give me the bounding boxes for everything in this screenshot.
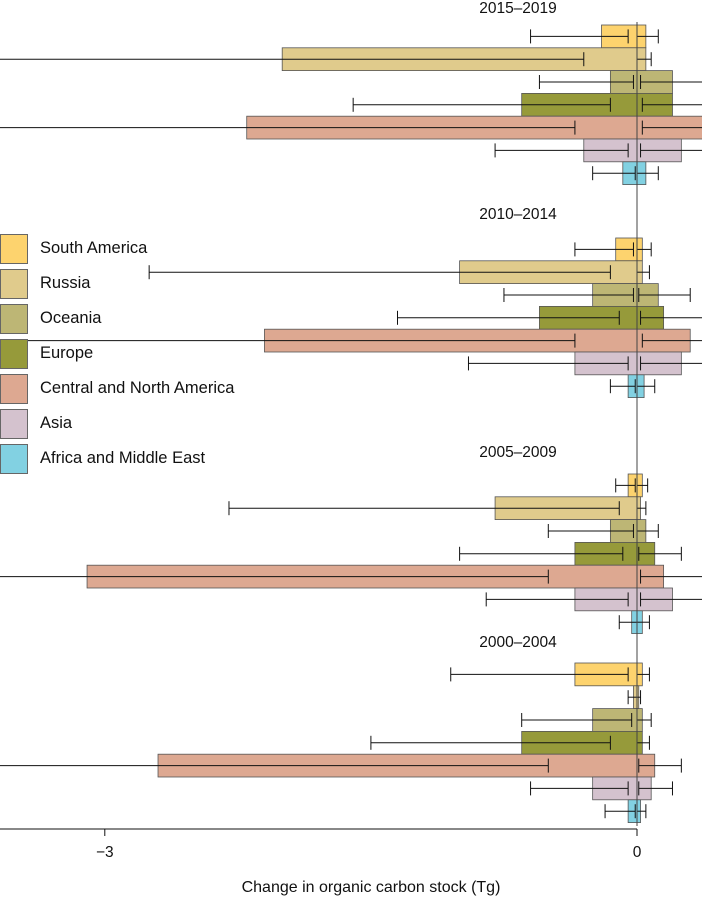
error-bar-neg-oceania bbox=[521, 713, 633, 727]
bar-group-oceania bbox=[547, 519, 659, 543]
bar-group-russia bbox=[627, 685, 642, 709]
error-bar-neg-central-and-north-america bbox=[0, 569, 549, 584]
error-bar-neg-africa-and-middle-east bbox=[592, 166, 636, 181]
error-bar-neg-russia bbox=[148, 265, 611, 280]
panel-title: 2005–2009 bbox=[479, 444, 557, 461]
error-bar-pos-central-and-north-america bbox=[640, 569, 702, 584]
legend-label-south-america: South America bbox=[40, 239, 148, 257]
error-bar-pos-europe bbox=[638, 546, 682, 561]
panel-2005-2009: 2005–2009 bbox=[0, 444, 702, 634]
legend-item-central-and-north-america: Central and North America bbox=[0, 374, 300, 404]
bar-group-oceania bbox=[503, 283, 691, 307]
error-bar-neg-asia bbox=[485, 592, 629, 607]
error-bar-pos-asia bbox=[638, 781, 673, 796]
error-bar-pos-oceania bbox=[640, 75, 702, 89]
bar-group-africa-and-middle-east bbox=[609, 374, 656, 398]
error-bar-neg-europe bbox=[352, 97, 611, 112]
bar-group-asia bbox=[485, 587, 702, 612]
bar-group-africa-and-middle-east bbox=[604, 799, 647, 823]
error-bar-neg-europe bbox=[397, 310, 620, 325]
error-bar-pos-asia bbox=[640, 356, 702, 371]
bar-group-russia bbox=[0, 47, 652, 71]
legend-swatch-russia bbox=[0, 269, 28, 299]
error-bar-neg-south-america bbox=[615, 478, 636, 493]
bar-group-central-and-north-america bbox=[0, 753, 682, 778]
bar-group-oceania bbox=[538, 70, 702, 94]
legend-label-africa-and-middle-east: Africa and Middle East bbox=[40, 449, 206, 467]
bar-group-oceania bbox=[521, 708, 652, 732]
bar-group-europe bbox=[370, 731, 650, 755]
legend-label-oceania: Oceania bbox=[40, 309, 102, 327]
error-bar-pos-europe bbox=[640, 310, 702, 325]
error-bar-neg-africa-and-middle-east bbox=[604, 804, 636, 819]
panel-2015-2019: 2015–2019 bbox=[0, 0, 702, 186]
legend-item-south-america: South America bbox=[0, 234, 300, 264]
error-bar-neg-russia bbox=[228, 501, 620, 516]
bar-group-south-america bbox=[615, 473, 649, 498]
bar-group-asia bbox=[530, 776, 673, 801]
legend-item-oceania: Oceania bbox=[0, 304, 300, 334]
error-bar-pos-central-and-north-america bbox=[641, 120, 702, 135]
panel-2000-2004: 2000–2004 bbox=[0, 634, 682, 823]
bar-group-south-america bbox=[450, 662, 650, 687]
error-bar-neg-oceania bbox=[538, 75, 634, 89]
error-bar-neg-africa-and-middle-east bbox=[609, 379, 636, 394]
error-bar-pos-europe bbox=[641, 97, 702, 112]
legend-swatch-south-america bbox=[0, 234, 28, 264]
error-bar-neg-central-and-north-america bbox=[0, 758, 549, 773]
error-bar-neg-oceania bbox=[503, 288, 634, 302]
bar-group-russia bbox=[148, 260, 650, 284]
panel-title: 2015–2019 bbox=[479, 0, 557, 17]
legend-label-asia: Asia bbox=[40, 414, 73, 432]
error-bar-neg-south-america bbox=[574, 242, 634, 257]
error-bar-neg-south-america bbox=[530, 29, 629, 44]
panel-title: 2000–2004 bbox=[479, 634, 557, 651]
error-bar-neg-south-america bbox=[450, 667, 629, 682]
error-bar-pos-asia bbox=[640, 143, 702, 158]
error-bar-neg-central-and-north-america bbox=[0, 120, 576, 135]
error-bar-pos-oceania bbox=[638, 288, 691, 302]
bar-group-africa-and-middle-east bbox=[618, 610, 650, 634]
legend-item-russia: Russia bbox=[0, 269, 300, 299]
panel-2010-2014: 2010–2014 bbox=[0, 206, 702, 398]
legend-label-europe: Europe bbox=[40, 344, 94, 362]
panel-title: 2010–2014 bbox=[479, 206, 557, 223]
bar-group-south-america bbox=[530, 24, 659, 49]
bar-group-south-america bbox=[574, 237, 652, 262]
legend-swatch-central-and-north-america bbox=[0, 374, 28, 404]
bar-group-asia bbox=[467, 351, 702, 376]
bar-group-africa-and-middle-east bbox=[592, 161, 659, 186]
error-bar-neg-russia bbox=[0, 52, 585, 67]
bar-group-asia bbox=[494, 138, 702, 163]
bar-group-russia bbox=[228, 496, 647, 520]
error-bar-neg-asia bbox=[494, 143, 629, 158]
x-axis-title: Change in organic carbon stock (Tg) bbox=[242, 879, 501, 896]
legend-swatch-europe bbox=[0, 339, 28, 369]
legend-swatch-africa-and-middle-east bbox=[0, 444, 28, 474]
error-bar-neg-asia bbox=[530, 781, 629, 796]
bar-group-europe bbox=[352, 93, 702, 117]
legend-swatch-asia bbox=[0, 409, 28, 439]
bar-group-central-and-north-america bbox=[0, 115, 702, 140]
bar-group-europe bbox=[459, 542, 682, 566]
error-bar-pos-central-and-north-america bbox=[638, 758, 682, 773]
x-tick-label: −3 bbox=[96, 844, 114, 861]
error-bar-neg-europe bbox=[459, 546, 624, 561]
legend-label-russia: Russia bbox=[40, 274, 91, 292]
error-bar-pos-central-and-north-america bbox=[641, 333, 702, 348]
legend-item-asia: Asia bbox=[0, 409, 300, 439]
error-bar-neg-oceania bbox=[547, 524, 634, 538]
x-tick-label: 0 bbox=[633, 844, 642, 861]
legend-item-europe: Europe bbox=[0, 339, 300, 369]
error-bar-neg-europe bbox=[370, 735, 611, 750]
error-bar-neg-asia bbox=[467, 356, 629, 371]
bar-group-europe bbox=[397, 305, 702, 330]
error-bar-pos-asia bbox=[640, 592, 702, 607]
legend-swatch-oceania bbox=[0, 304, 28, 334]
legend-item-africa-and-middle-east: Africa and Middle East bbox=[0, 444, 300, 474]
legend-label-central-and-north-america: Central and North America bbox=[40, 379, 235, 397]
bar-group-central-and-north-america bbox=[0, 564, 702, 589]
